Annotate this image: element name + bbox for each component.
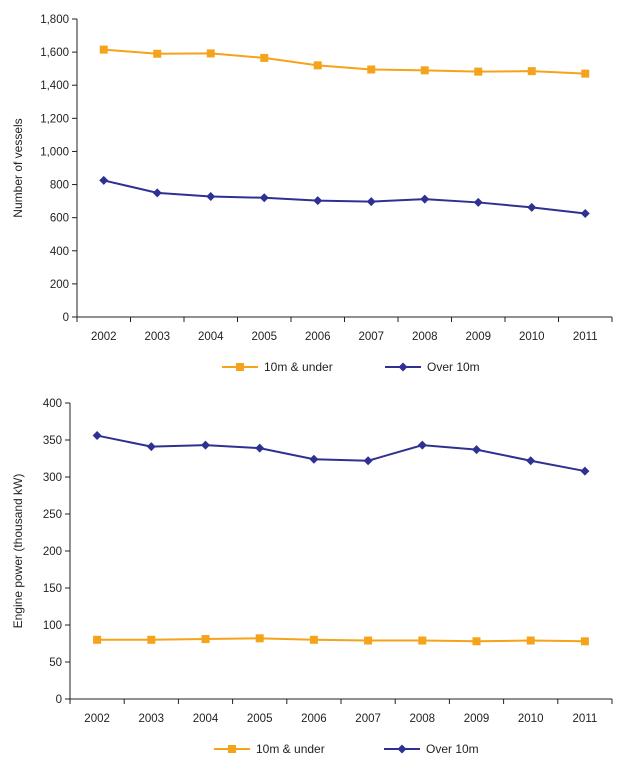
chart1-x-tick-label: 2006 bbox=[305, 331, 331, 343]
chart1-y-tick-label: 400 bbox=[50, 246, 69, 258]
chart1-point-10m-under bbox=[313, 61, 322, 70]
chart2-point-over-10m bbox=[363, 456, 373, 466]
chart2-y-tick-label: 150 bbox=[43, 583, 62, 595]
chart1-y-tick-label: 1,400 bbox=[40, 80, 69, 92]
chart1-point-10m-under bbox=[260, 53, 269, 62]
chart1-point-over-10m bbox=[152, 188, 162, 198]
chart2-x-tick-label: 2009 bbox=[464, 713, 490, 725]
chart2-y-tick-label: 200 bbox=[43, 546, 62, 558]
chart1-y-tick-label: 1,800 bbox=[40, 14, 69, 26]
chart1-x-tick-label: 2011 bbox=[573, 331, 598, 343]
chart1-point-over-10m bbox=[420, 194, 430, 204]
chart2-point-10m-under bbox=[147, 635, 156, 644]
chart2-y-axis-label: Engine power (thousand kW) bbox=[11, 474, 25, 629]
chart2-y-tick-label: 300 bbox=[43, 472, 62, 484]
chart2-point-10m-under bbox=[526, 636, 535, 645]
chart2-y-tick-label: 0 bbox=[56, 694, 62, 706]
chart2-series-line-10m-under bbox=[97, 637, 585, 643]
chart2-x-tick-label: 2002 bbox=[84, 713, 110, 725]
chart1-point-over-10m bbox=[259, 193, 269, 203]
chart1-legend-label-over-10m: Over 10m bbox=[427, 360, 480, 374]
chart2-y-tick-label: 350 bbox=[43, 435, 62, 447]
chart2-point-10m-under bbox=[418, 636, 427, 645]
chart1-x-tick-label: 2005 bbox=[251, 331, 277, 343]
chart2-legend-label-over-10m: Over 10m bbox=[426, 742, 479, 756]
chart1-x-tick-label: 2010 bbox=[519, 331, 545, 343]
chart2-x-tick-label: 2003 bbox=[139, 713, 165, 725]
chart2-x-tick-label: 2005 bbox=[247, 713, 273, 725]
chart1-point-over-10m bbox=[580, 209, 590, 219]
chart2-point-10m-under bbox=[93, 635, 102, 644]
chart2-legend-marker-over-10m bbox=[397, 744, 407, 754]
chart2-point-10m-under bbox=[201, 635, 210, 644]
chart2-point-over-10m bbox=[526, 456, 536, 466]
chart1-point-over-10m bbox=[473, 197, 483, 207]
chart2-legend-marker-10m-under bbox=[228, 745, 236, 753]
chart1-point-10m-under bbox=[367, 65, 376, 74]
chart1-y-axis-label: Number of vessels bbox=[11, 118, 25, 217]
chart2-legend-label-10m-under: 10m & under bbox=[256, 742, 325, 756]
chart1-point-over-10m bbox=[366, 197, 376, 207]
chart1-legend-marker-over-10m bbox=[398, 362, 408, 372]
chart1-legend-marker-10m-under bbox=[236, 363, 244, 371]
chart1-x-tick-label: 2004 bbox=[198, 331, 224, 343]
chart1-point-over-10m bbox=[527, 202, 537, 212]
chart2-y-tick-label: 50 bbox=[49, 657, 62, 669]
chart2-point-over-10m bbox=[146, 442, 156, 452]
chart1-x-tick-label: 2007 bbox=[358, 331, 384, 343]
chart2-y-tick-label: 100 bbox=[43, 620, 62, 632]
chart2-y-tick-label: 400 bbox=[43, 398, 62, 410]
chart1-point-10m-under bbox=[206, 49, 215, 58]
chart1-y-tick-label: 800 bbox=[50, 180, 69, 192]
chart1-x-tick-label: 2009 bbox=[465, 331, 491, 343]
chart1-y-tick-label: 1,200 bbox=[40, 113, 69, 125]
chart1-series-line-over-10m bbox=[103, 179, 586, 215]
chart1-point-10m-under bbox=[581, 69, 590, 78]
chart1-point-10m-under bbox=[474, 67, 483, 76]
chart2-x-tick-label: 2008 bbox=[410, 713, 436, 725]
chart1-point-10m-under bbox=[99, 45, 108, 54]
chart2-point-10m-under bbox=[580, 637, 589, 646]
chart2-point-over-10m bbox=[255, 443, 265, 453]
chart2-point-10m-under bbox=[364, 636, 373, 645]
chart2-point-10m-under bbox=[309, 635, 318, 644]
chart2-point-10m-under bbox=[472, 637, 481, 646]
chart2-series-line-over-10m bbox=[96, 434, 586, 473]
chart1-point-10m-under bbox=[420, 66, 429, 75]
chart1-point-over-10m bbox=[313, 196, 323, 206]
chart1-y-tick-label: 1,000 bbox=[40, 146, 69, 158]
chart1-series-line-10m-under bbox=[103, 48, 586, 75]
chart2-x-tick-label: 2006 bbox=[301, 713, 327, 725]
chart1-y-tick-label: 200 bbox=[50, 279, 69, 291]
chart1-y-tick-label: 1,600 bbox=[40, 47, 69, 59]
chart2-point-over-10m bbox=[92, 431, 102, 441]
chart2-x-tick-label: 2011 bbox=[573, 713, 598, 725]
chart1-point-over-10m bbox=[206, 191, 216, 201]
chart1-x-tick-label: 2003 bbox=[144, 331, 170, 343]
chart1-y-tick-label: 0 bbox=[63, 312, 69, 324]
chart1-point-10m-under bbox=[153, 49, 162, 58]
chart2-point-over-10m bbox=[417, 440, 427, 450]
chart2-y-tick-label: 250 bbox=[43, 509, 62, 521]
chart1-y-tick-label: 600 bbox=[50, 213, 69, 225]
chart2-point-10m-under bbox=[255, 634, 264, 643]
chart2-x-tick-label: 2007 bbox=[355, 713, 381, 725]
chart2-point-over-10m bbox=[309, 454, 319, 464]
chart2-x-tick-label: 2004 bbox=[193, 713, 219, 725]
chart2-point-over-10m bbox=[580, 466, 590, 476]
chart2-x-tick-label: 2010 bbox=[518, 713, 544, 725]
chart1-point-10m-under bbox=[527, 67, 536, 76]
chart2-point-over-10m bbox=[472, 445, 481, 455]
chart2-point-over-10m bbox=[201, 440, 210, 450]
chart1-legend-label-10m-under: 10m & under bbox=[264, 360, 333, 374]
chart1-x-tick-label: 2008 bbox=[412, 331, 438, 343]
chart1-x-tick-label: 2002 bbox=[91, 331, 117, 343]
chart1-point-over-10m bbox=[99, 175, 109, 185]
